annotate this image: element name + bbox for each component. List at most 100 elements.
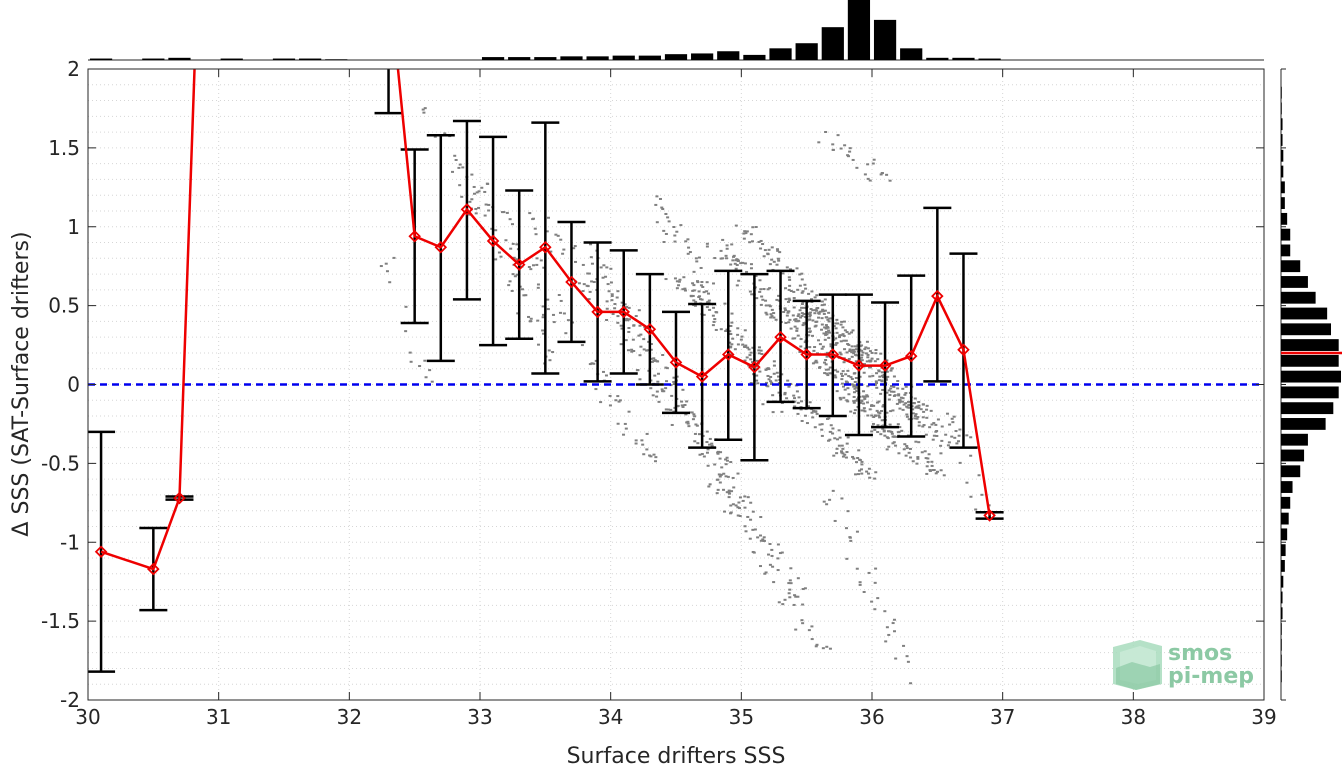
scatter-point — [839, 147, 843, 150]
scatter-point — [749, 351, 753, 354]
scatter-point — [852, 457, 856, 460]
scatter-point — [834, 376, 838, 379]
scatter-point — [812, 349, 816, 352]
scatter-point — [874, 471, 878, 474]
scatter-point — [792, 603, 796, 606]
top-hist-bar — [220, 58, 243, 60]
scatter-point — [782, 310, 786, 313]
scatter-point — [803, 341, 807, 344]
scatter-point — [738, 496, 742, 499]
scatter-point — [807, 334, 811, 337]
scatter-point — [900, 400, 904, 403]
scatter-point — [882, 429, 886, 432]
scatter-point — [794, 595, 798, 598]
scatter-point — [852, 400, 856, 403]
scatter-point — [645, 432, 649, 435]
scatter-point — [808, 311, 812, 314]
scatter-point — [842, 334, 846, 337]
scatter-point — [874, 352, 878, 355]
scatter-point — [873, 608, 877, 611]
scatter-point — [607, 290, 611, 293]
scatter-point — [872, 158, 876, 161]
scatter-point — [896, 387, 900, 390]
right-hist-bar — [1281, 496, 1291, 509]
scatter-point — [788, 318, 792, 321]
scatter-point — [770, 315, 774, 318]
scatter-point — [759, 288, 763, 291]
scatter-point — [846, 510, 850, 513]
scatter-point — [587, 298, 591, 301]
scatter-point — [810, 290, 814, 293]
scatter-point — [901, 387, 905, 390]
scatter-point — [877, 370, 881, 373]
scatter-point — [728, 492, 732, 495]
scatter-point — [509, 247, 513, 250]
scatter-point — [854, 473, 858, 476]
scatter-point — [755, 359, 759, 362]
right-histogram — [1280, 68, 1342, 701]
scatter-point — [876, 358, 880, 361]
scatter-point — [634, 442, 638, 445]
scatter-point — [433, 135, 437, 138]
scatter-point — [863, 173, 867, 176]
scatter-point — [825, 503, 829, 506]
right-hist-bar — [1281, 654, 1282, 667]
scatter-point — [813, 325, 817, 328]
scatter-point — [605, 319, 609, 322]
scatter-point — [904, 392, 908, 395]
scatter-point — [666, 408, 670, 411]
scatter-point — [852, 401, 856, 404]
scatter-point — [940, 439, 944, 442]
scatter-point — [683, 287, 687, 290]
scatter-point — [917, 400, 921, 403]
x-tick-label: 32 — [337, 705, 362, 729]
scatter-point — [824, 327, 828, 330]
scatter-point — [664, 212, 668, 215]
scatter-point — [627, 330, 631, 333]
right-hist-bar — [1281, 418, 1326, 430]
scatter-point — [641, 443, 645, 446]
scatter-point — [768, 305, 772, 308]
right-hist-bar — [1281, 212, 1288, 225]
scatter-point — [749, 267, 753, 270]
scatter-point — [807, 313, 811, 316]
scatter-point — [862, 407, 866, 410]
scatter-point — [780, 410, 784, 413]
scatter-point — [841, 333, 845, 336]
scatter-point — [458, 184, 462, 187]
scatter-point — [725, 328, 729, 331]
scatter-point — [809, 308, 813, 311]
scatter-point — [422, 111, 426, 114]
scatter-point — [513, 275, 517, 278]
scatter-point — [791, 337, 795, 340]
axis-ticks: 30 31 32 33 34 35 36 37 38 39 -2 -1.5 -1 -0.5 0 0.5 1 1.5… — [41, 57, 1277, 729]
scatter-point — [737, 279, 741, 282]
scatter-point — [841, 385, 845, 388]
scatter-point — [874, 380, 878, 383]
scatter-point — [672, 226, 676, 229]
scatter-point — [564, 332, 568, 335]
scatter-point — [762, 536, 766, 539]
scatter-point — [873, 428, 877, 431]
scatter-point — [896, 431, 900, 434]
scatter-point — [634, 439, 638, 442]
scatter-point — [879, 352, 883, 355]
scatter-point — [823, 309, 827, 312]
scatter-point — [769, 375, 773, 378]
scatter-point — [627, 327, 631, 330]
scatter-point — [827, 311, 831, 314]
scatter-point — [896, 423, 900, 426]
scatter-point — [786, 310, 790, 313]
scatter-point — [885, 626, 889, 629]
scatter-point — [866, 347, 870, 350]
scatter-point — [867, 467, 871, 470]
scatter-point — [800, 272, 804, 275]
scatter-point — [722, 488, 726, 491]
scatter-point — [654, 456, 658, 459]
scatter-point — [879, 173, 883, 176]
scatter-point — [855, 461, 859, 464]
scatter-point — [817, 316, 821, 319]
scatter-point — [609, 281, 613, 284]
scatter-point — [891, 409, 895, 412]
scatter-point — [928, 426, 932, 429]
